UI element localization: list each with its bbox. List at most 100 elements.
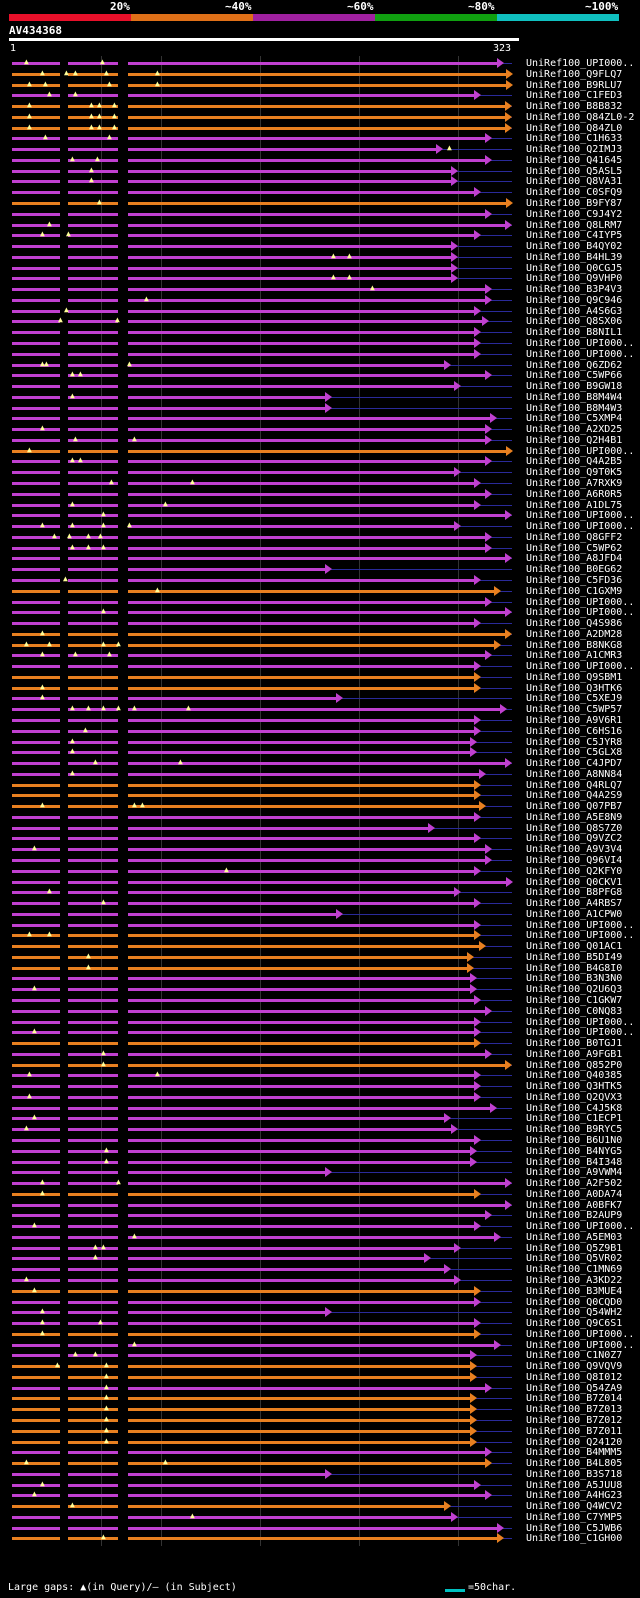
hit-label[interactable]: UniRef100_C0SFQ9 xyxy=(526,187,623,198)
hit-label[interactable]: UniRef100_Q9VHP0 xyxy=(526,273,623,284)
hit-label[interactable]: UniRef100_Q3HTK5 xyxy=(526,1081,623,1092)
hit-label[interactable]: UniRef100_C1H633 xyxy=(526,133,623,144)
hit-row[interactable]: UniRef100_C0NQ83 xyxy=(0,1006,640,1017)
hit-label[interactable]: UniRef100_C1ECP1 xyxy=(526,1113,623,1124)
hit-row[interactable]: UniRef100_C0SFQ9 xyxy=(0,187,640,198)
hit-label[interactable]: UniRef100_C0NQ83 xyxy=(526,1006,623,1017)
hit-label[interactable]: UniRef100_Q5VR02 xyxy=(526,1253,623,1264)
hit-label[interactable]: UniRef100_C1FED3 xyxy=(526,90,623,101)
hit-row[interactable]: UniRef100_UPI000.. xyxy=(0,1017,640,1028)
hit-label[interactable]: UniRef100_B9GW18 xyxy=(526,381,623,392)
hit-row[interactable]: UniRef100_B4MMM5 xyxy=(0,1447,640,1458)
hit-label[interactable]: UniRef100_B8PFG8 xyxy=(526,887,623,898)
hit-label[interactable]: UniRef100_C5WP57 xyxy=(526,704,623,715)
hit-row[interactable]: ▲ UniRef100_A9V3V4 xyxy=(0,844,640,855)
hit-label[interactable]: UniRef100_B3N3N0 xyxy=(526,973,623,984)
hit-row[interactable]: ▲ UniRef100_C5JYR8 xyxy=(0,737,640,748)
hit-row[interactable]: ▲ ▲ ▲ ▲ UniRef100_UPI000.. xyxy=(0,521,640,532)
hit-row[interactable]: ▲ UniRef100_A0DA74 xyxy=(0,1189,640,1200)
hit-label[interactable]: UniRef100_Q8S7Z0 xyxy=(526,823,623,834)
hit-label[interactable]: UniRef100_UPI000.. xyxy=(526,510,635,521)
hit-label[interactable]: UniRef100_C5JWB6 xyxy=(526,1523,623,1534)
hit-row[interactable]: ▲ ▲ UniRef100_C4IYP5 xyxy=(0,230,640,241)
hit-row[interactable]: ▲ UniRef100_Q8VA31 xyxy=(0,176,640,187)
hit-label[interactable]: UniRef100_B4HL39 xyxy=(526,252,623,263)
hit-label[interactable]: UniRef100_A0BFK7 xyxy=(526,1200,623,1211)
hit-row[interactable]: ▲ ▲ ▲ ▲ UniRef100_B9RLU7 xyxy=(0,80,640,91)
hit-row[interactable]: UniRef100_C9J4Y2 xyxy=(0,209,640,220)
hit-row[interactable]: UniRef100_UPI000.. xyxy=(0,661,640,672)
hit-row[interactable]: ▲ UniRef100_B9FY87 xyxy=(0,198,640,209)
hit-row[interactable]: ▲ ▲ ▲ ▲ UniRef100_B8NKG8 xyxy=(0,640,640,651)
hit-label[interactable]: UniRef100_B4NYG5 xyxy=(526,1146,623,1157)
hit-label[interactable]: UniRef100_Q01AC1 xyxy=(526,941,623,952)
hit-label[interactable]: UniRef100_Q0CGJ5 xyxy=(526,263,623,274)
hit-row[interactable]: UniRef100_Q4RLQ7 xyxy=(0,780,640,791)
hit-row[interactable]: ▲ ▲ UniRef100_UPI000.. xyxy=(0,58,640,69)
hit-row[interactable]: ▲ UniRef100_A2XD25 xyxy=(0,424,640,435)
hit-row[interactable]: UniRef100_B8NIL1 xyxy=(0,327,640,338)
hit-row[interactable]: UniRef100_B0TGJ1 xyxy=(0,1038,640,1049)
hit-label[interactable]: UniRef100_B9RYC5 xyxy=(526,1124,623,1135)
hit-label[interactable]: UniRef100_B0EG62 xyxy=(526,564,623,575)
hit-row[interactable]: ▲ UniRef100_A3KD22 xyxy=(0,1275,640,1286)
hit-row[interactable]: ▲ ▲ UniRef100_Q9VHP0 xyxy=(0,273,640,284)
hit-row[interactable]: ▲ UniRef100_Q5VR02 xyxy=(0,1253,640,1264)
hit-label[interactable]: UniRef100_UPI000.. xyxy=(526,1221,635,1232)
hit-row[interactable]: ▲ UniRef100_A5EM03 xyxy=(0,1232,640,1243)
hit-label[interactable]: UniRef100_A4RBS7 xyxy=(526,898,623,909)
hit-row[interactable]: UniRef100_B4QY02 xyxy=(0,241,640,252)
hit-row[interactable]: ▲ UniRef100_Q5ASL5 xyxy=(0,166,640,177)
hit-row[interactable]: ▲ UniRef100_Q9C946 xyxy=(0,295,640,306)
hit-row[interactable]: ▲ UniRef100_Q54WH2 xyxy=(0,1307,640,1318)
hit-row[interactable]: UniRef100_A0BFK7 xyxy=(0,1200,640,1211)
hit-row[interactable]: ▲ UniRef100_C6HS16 xyxy=(0,726,640,737)
hit-row[interactable]: ▲ UniRef100_Q2U6Q3 xyxy=(0,984,640,995)
hit-row[interactable]: UniRef100_B9GW18 xyxy=(0,381,640,392)
hit-row[interactable]: ▲ UniRef100_C5XEJ9 xyxy=(0,693,640,704)
hit-row[interactable]: ▲ UniRef100_Q24120 xyxy=(0,1437,640,1448)
hit-label[interactable]: UniRef100_UPI000.. xyxy=(526,597,635,608)
hit-label[interactable]: UniRef100_Q8VA31 xyxy=(526,176,623,187)
hit-label[interactable]: UniRef100_Q40385 xyxy=(526,1070,623,1081)
hit-label[interactable]: UniRef100_C9J4Y2 xyxy=(526,209,623,220)
hit-row[interactable]: ▲ UniRef100_Q4WCV2 xyxy=(0,1501,640,1512)
hit-label[interactable]: UniRef100_UPI000.. xyxy=(526,349,635,360)
hit-row[interactable]: ▲ UniRef100_UPI000.. xyxy=(0,1329,640,1340)
hit-label[interactable]: UniRef100_Q9FLQ7 xyxy=(526,69,623,80)
hit-label[interactable]: UniRef100_B5DI49 xyxy=(526,952,623,963)
hit-row[interactable]: UniRef100_A1CPW0 xyxy=(0,909,640,920)
hit-label[interactable]: UniRef100_Q9T0K5 xyxy=(526,467,623,478)
hit-row[interactable]: ▲ ▲ UniRef100_C1N0Z7 xyxy=(0,1350,640,1361)
hit-label[interactable]: UniRef100_Q9VZC2 xyxy=(526,833,623,844)
hit-row[interactable]: ▲ UniRef100_C1ECP1 xyxy=(0,1113,640,1124)
hit-label[interactable]: UniRef100_Q84ZL0-2 xyxy=(526,112,635,123)
hit-label[interactable]: UniRef100_UPI000.. xyxy=(526,446,635,457)
hit-label[interactable]: UniRef100_Q84ZL0 xyxy=(526,123,623,134)
hit-row[interactable]: ▲ UniRef100_C5FD36 xyxy=(0,575,640,586)
hit-row[interactable]: ▲ UniRef100_A5JUU8 xyxy=(0,1480,640,1491)
hit-row[interactable]: ▲ ▲ UniRef100_A2F502 xyxy=(0,1178,640,1189)
hit-row[interactable]: ▲ ▲ UniRef100_Q5Z9B1 xyxy=(0,1243,640,1254)
hit-label[interactable]: UniRef100_A1CMR3 xyxy=(526,650,623,661)
hit-row[interactable]: UniRef100_Q8S7Z0 xyxy=(0,823,640,834)
hit-row[interactable]: ▲ UniRef100_Q2IMJ3 xyxy=(0,144,640,155)
hit-label[interactable]: UniRef100_B7Z011 xyxy=(526,1426,623,1437)
hit-label[interactable]: UniRef100_Q852P0 xyxy=(526,1060,623,1071)
hit-row[interactable]: ▲ ▲ UniRef100_Q40385 xyxy=(0,1070,640,1081)
hit-label[interactable]: UniRef100_UPI000.. xyxy=(526,338,635,349)
hit-row[interactable]: ▲ UniRef100_C5GLX8 xyxy=(0,747,640,758)
hit-row[interactable]: UniRef100_B8M4W3 xyxy=(0,403,640,414)
hit-row[interactable]: ▲ ▲ ▲ ▲ ▲ UniRef100_Q9FLQ7 xyxy=(0,69,640,80)
hit-label[interactable]: UniRef100_Q5ASL5 xyxy=(526,166,623,177)
hit-label[interactable]: UniRef100_B6U1N0 xyxy=(526,1135,623,1146)
hit-row[interactable]: ▲ UniRef100_Q2KFY0 xyxy=(0,866,640,877)
hit-label[interactable]: UniRef100_A9FGB1 xyxy=(526,1049,623,1060)
hit-row[interactable]: ▲ UniRef100_Q2QVX3 xyxy=(0,1092,640,1103)
hit-row[interactable]: UniRef100_Q9VZC2 xyxy=(0,833,640,844)
hit-row[interactable]: UniRef100_B6U1N0 xyxy=(0,1135,640,1146)
hit-row[interactable]: ▲ UniRef100_A4RBS7 xyxy=(0,898,640,909)
hit-label[interactable]: UniRef100_Q4A2B5 xyxy=(526,456,623,467)
hit-label[interactable]: UniRef100_Q2IMJ3 xyxy=(526,144,623,155)
hit-label[interactable]: UniRef100_C1N0Z7 xyxy=(526,1350,623,1361)
